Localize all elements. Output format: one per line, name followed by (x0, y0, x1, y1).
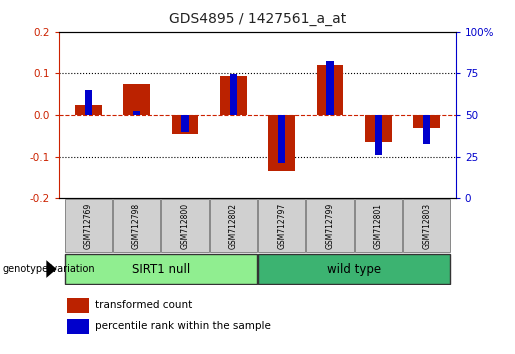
Bar (220, 75, 247, 115)
Bar (423, 115, 431, 144)
FancyBboxPatch shape (258, 199, 305, 252)
Bar (133, 111, 140, 115)
Bar (268, 115, 295, 171)
FancyBboxPatch shape (403, 199, 451, 252)
FancyBboxPatch shape (210, 199, 257, 252)
FancyBboxPatch shape (258, 254, 451, 284)
Text: GSM712800: GSM712800 (180, 202, 190, 249)
FancyBboxPatch shape (113, 199, 160, 252)
Text: GSM712798: GSM712798 (132, 202, 141, 249)
Bar (75, 105, 101, 115)
FancyBboxPatch shape (306, 199, 354, 252)
Bar (67, 298, 89, 313)
FancyBboxPatch shape (64, 254, 257, 284)
Bar (230, 74, 237, 115)
Text: GSM712801: GSM712801 (374, 203, 383, 249)
Text: percentile rank within the sample: percentile rank within the sample (95, 321, 271, 331)
Polygon shape (46, 260, 57, 278)
Text: transformed count: transformed count (95, 300, 192, 310)
Text: GSM712799: GSM712799 (325, 202, 335, 249)
Bar (171, 115, 198, 134)
FancyBboxPatch shape (161, 199, 209, 252)
Bar (181, 115, 188, 132)
Text: genotype/variation: genotype/variation (3, 264, 95, 274)
Text: SIRT1 null: SIRT1 null (132, 263, 190, 275)
Text: GDS4895 / 1427561_a_at: GDS4895 / 1427561_a_at (169, 12, 346, 27)
Text: GSM712769: GSM712769 (84, 202, 93, 249)
Bar (327, 61, 334, 115)
Bar (84, 90, 92, 115)
Bar (414, 115, 440, 127)
Text: GSM712803: GSM712803 (422, 202, 431, 249)
Text: GSM712797: GSM712797 (277, 202, 286, 249)
Bar (375, 115, 382, 155)
FancyBboxPatch shape (355, 199, 402, 252)
Bar (365, 115, 392, 142)
Bar (123, 84, 150, 115)
Bar (278, 115, 285, 163)
Bar (317, 65, 344, 115)
Text: GSM712802: GSM712802 (229, 203, 238, 249)
Text: wild type: wild type (327, 263, 381, 275)
FancyBboxPatch shape (64, 199, 112, 252)
Bar (67, 319, 89, 334)
